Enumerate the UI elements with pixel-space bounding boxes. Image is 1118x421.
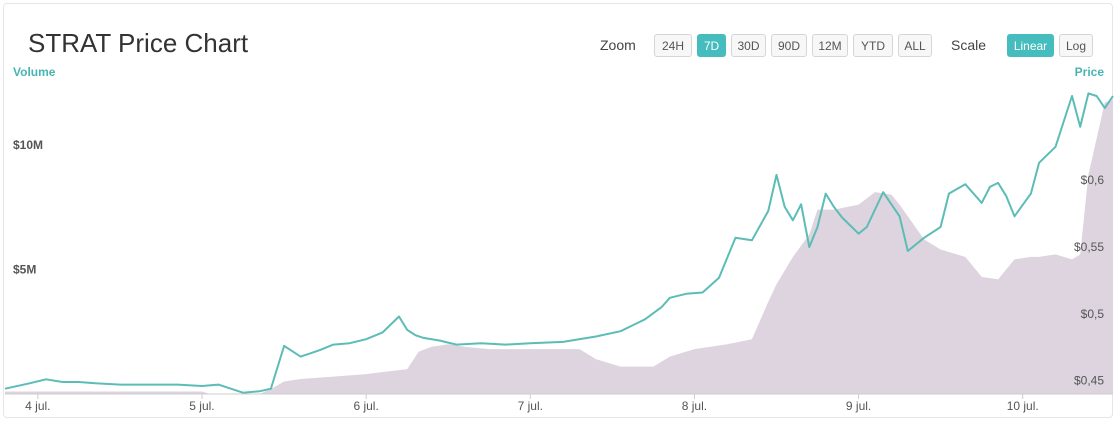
zoom-30d-button[interactable]: 30D bbox=[731, 34, 766, 57]
zoom-ytd-button[interactable]: YTD bbox=[853, 34, 893, 57]
volume-axis-title: Volume bbox=[13, 65, 56, 79]
x-tick-label: 7 jul. bbox=[518, 399, 543, 413]
zoom-90d-button[interactable]: 90D bbox=[771, 34, 807, 57]
x-tick-label: 5 jul. bbox=[189, 399, 214, 413]
x-tick-label: 6 jul. bbox=[353, 399, 378, 413]
x-tick-label: 10 jul. bbox=[1007, 399, 1039, 413]
x-tick-label: 9 jul. bbox=[846, 399, 871, 413]
volume-area bbox=[5, 99, 1113, 395]
price-axis-title: Price bbox=[1075, 65, 1105, 79]
scale-linear-button[interactable]: Linear bbox=[1007, 34, 1054, 57]
price-tick-label: $0,5 bbox=[1081, 307, 1105, 321]
volume-series bbox=[5, 99, 1113, 395]
page-title: STRAT Price Chart bbox=[28, 28, 249, 58]
scale-log-button[interactable]: Log bbox=[1059, 34, 1093, 57]
x-tick-label: 4 jul. bbox=[25, 399, 50, 413]
price-tick-label: $0,6 bbox=[1081, 173, 1105, 187]
volume-axis: Volume $5M $10M bbox=[13, 65, 56, 276]
price-line bbox=[4, 92, 1114, 394]
volume-tick-label: $10M bbox=[13, 138, 43, 152]
zoom-label: Zoom bbox=[600, 37, 636, 53]
scale-label: Scale bbox=[951, 37, 987, 53]
x-tick-label: 8 jul. bbox=[682, 399, 707, 413]
price-series bbox=[4, 92, 1114, 394]
zoom-12m-button[interactable]: 12M bbox=[812, 34, 848, 57]
price-tick-label: $0,55 bbox=[1074, 240, 1104, 254]
zoom-7d-button[interactable]: 7D bbox=[697, 34, 726, 57]
price-axis: Price $0,45 $0,5 $0,55 $0,6 bbox=[1074, 65, 1104, 388]
price-tick-label: $0,45 bbox=[1074, 374, 1104, 388]
chart-card: STRAT Price Chart Zoom 24H 7D 30D 90D 12… bbox=[3, 3, 1113, 418]
x-axis: 4 jul. 5 jul. 6 jul. 7 jul. 8 jul. 9 jul. 10 j… bbox=[25, 394, 1039, 413]
volume-tick-label: $5M bbox=[13, 262, 36, 276]
zoom-all-button[interactable]: ALL bbox=[898, 34, 932, 57]
zoom-24h-button[interactable]: 24H bbox=[654, 34, 692, 57]
